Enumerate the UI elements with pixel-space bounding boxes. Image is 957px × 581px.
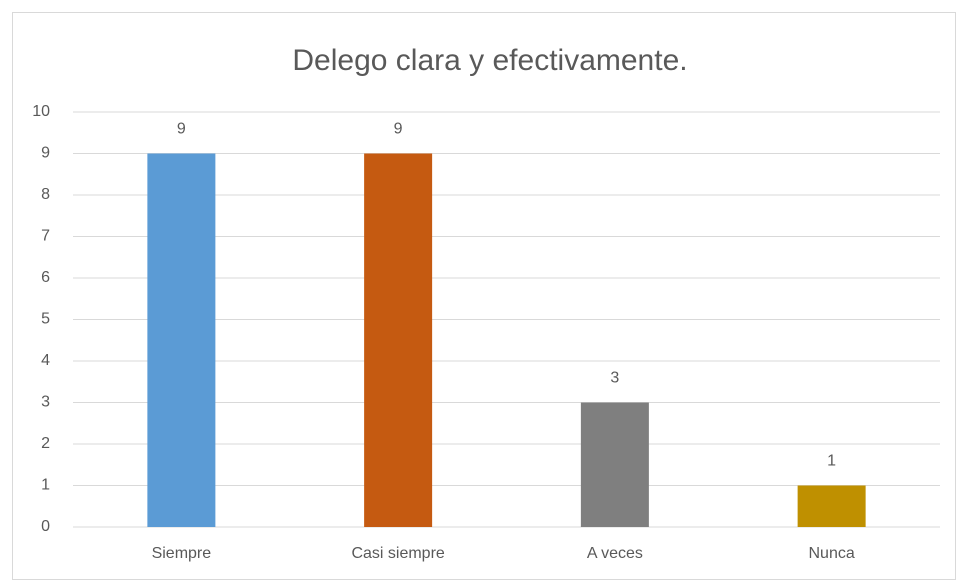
y-tick-label: 10 — [32, 103, 50, 120]
y-tick-label: 1 — [41, 477, 50, 494]
x-tick-label: Nunca — [809, 545, 855, 562]
x-tick-label: Siempre — [152, 545, 212, 562]
data-label: 3 — [610, 370, 619, 387]
data-label: 1 — [827, 453, 836, 470]
chart-title: Delego clara y efectivamente. — [292, 44, 687, 77]
data-label: 9 — [394, 121, 403, 138]
x-tick-label: A veces — [587, 545, 643, 562]
y-tick-label: 7 — [41, 228, 50, 245]
data-label: 9 — [177, 121, 186, 138]
y-tick-label: 8 — [41, 186, 50, 203]
bar — [147, 153, 216, 527]
y-tick-label: 5 — [41, 311, 50, 328]
y-tick-label: 4 — [41, 352, 50, 369]
y-tick-label: 0 — [41, 518, 50, 535]
y-tick-label: 2 — [41, 435, 50, 452]
bar — [580, 402, 649, 527]
x-tick-label: Casi siempre — [351, 545, 444, 562]
bar — [797, 485, 866, 527]
y-tick-label: 3 — [41, 394, 50, 411]
bar — [364, 153, 433, 527]
y-tick-label: 9 — [41, 145, 50, 162]
y-tick-label: 6 — [41, 269, 50, 286]
